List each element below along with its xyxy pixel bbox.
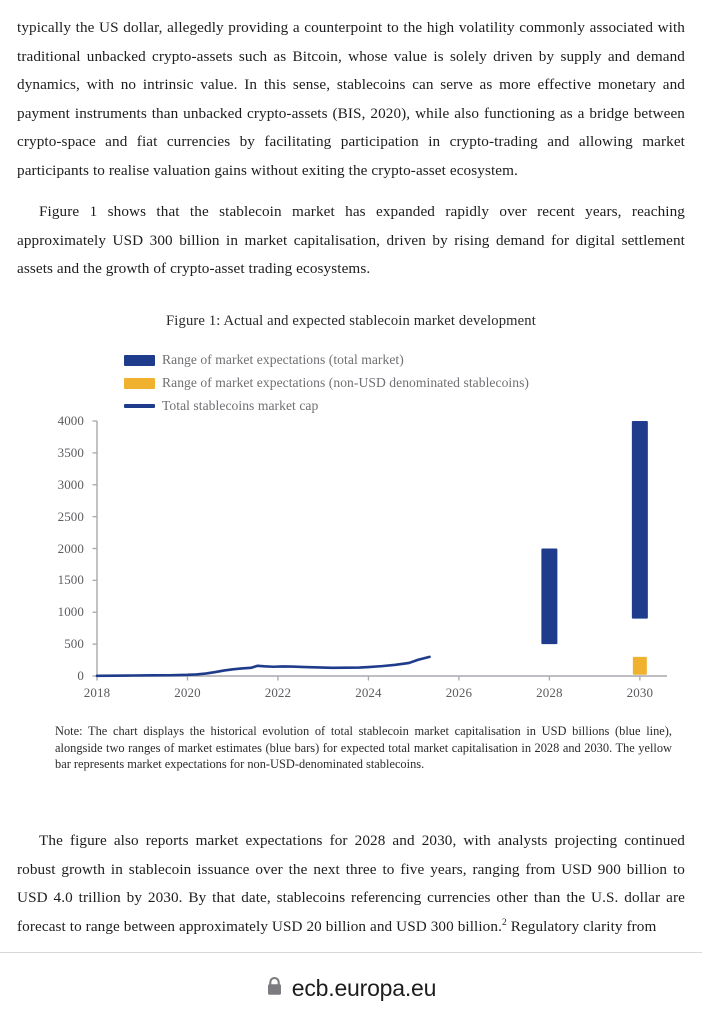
y-axis-tick-3500: 3500 <box>57 444 84 460</box>
paragraph-3-text: The figure also reports market expectati… <box>17 832 685 935</box>
legend-swatch-yellow-bar <box>124 377 155 389</box>
figure-note: Note: The chart displays the historical … <box>55 724 672 772</box>
chart-line-total-market-cap <box>95 655 431 678</box>
chart-bar-2030-non-usd <box>632 656 647 675</box>
chart-bar-2028-total <box>541 548 558 645</box>
legend-label-total-market: Range of market expectations (total mark… <box>162 352 404 367</box>
paragraph-1: typically the US dollar, allegedly provi… <box>17 19 685 179</box>
chart-plot-area: 0 500 1000 1500 2000 2500 3000 3500 4000 2018 202… <box>0 413 702 705</box>
y-axis-tick-2000: 2000 <box>57 540 84 556</box>
x-axis-tick-labels: 2018 2020 2022 2024 2026 2028 2030 <box>0 415 702 700</box>
x-axis-tick-2020: 2020 <box>174 685 201 700</box>
y-axis-tick-labels: 0 500 1000 1500 2000 2500 3000 3500 4000 <box>0 413 92 705</box>
legend-label-non-usd: Range of market expectations (non-USD de… <box>162 375 530 390</box>
legend-swatch-blue-bar <box>124 354 155 366</box>
y-axis-tick-2500: 2500 <box>57 508 84 524</box>
document-page: typically the US dollar, allegedly provi… <box>0 19 702 941</box>
paragraph-3: The figure also reports market expectati… <box>17 827 685 941</box>
url-text: ecb.europa.eu <box>291 975 437 1001</box>
y-axis-tick-0: 0 <box>77 668 84 683</box>
x-axis-tick-2024: 2024 <box>355 685 382 700</box>
y-axis-tick-1000: 1000 <box>57 604 84 620</box>
figure-1: Figure 1: Actual and expected stablecoin… <box>0 305 702 805</box>
chart-bar-2030-total <box>631 421 648 619</box>
legend-item-non-usd: Range of market expectations (non-USD de… <box>124 372 644 394</box>
browser-url-bar[interactable]: ecb.europa.eu <box>0 952 702 1024</box>
y-axis-tick-500: 500 <box>64 636 84 652</box>
legend-swatch-blue-line <box>124 404 155 408</box>
x-axis-tick-2026: 2026 <box>445 685 473 700</box>
legend-item-market-cap-line: Total stablecoins market cap <box>124 395 644 417</box>
lock-icon <box>266 976 283 1002</box>
figure-title: Figure 1: Actual and expected stablecoin… <box>166 313 536 329</box>
legend-label-market-cap-line: Total stablecoins market cap <box>162 398 319 413</box>
y-axis-tick-1500: 1500 <box>57 572 84 588</box>
legend-item-total-market: Range of market expectations (total mark… <box>124 349 644 371</box>
footnote-marker: 2 <box>501 917 507 928</box>
paragraph-3-text-cont: Regulatory clarity from <box>506 917 657 935</box>
paragraph-2: Figure 1 shows that the stablecoin marke… <box>17 198 685 284</box>
x-axis-tick-2028: 2028 <box>536 685 563 700</box>
chart-legend: Range of market expectations (total mark… <box>124 349 644 418</box>
paragraph-2-text: Figure 1 shows that the stablecoin marke… <box>17 203 685 278</box>
y-axis-tick-4000: 4000 <box>57 413 84 428</box>
chart-svg <box>92 420 667 681</box>
x-axis-tick-2022: 2022 <box>264 685 292 700</box>
x-axis-tick-2018: 2018 <box>83 685 111 700</box>
x-axis-tick-2030: 2030 <box>626 685 654 700</box>
y-axis-tick-3000: 3000 <box>57 476 84 492</box>
